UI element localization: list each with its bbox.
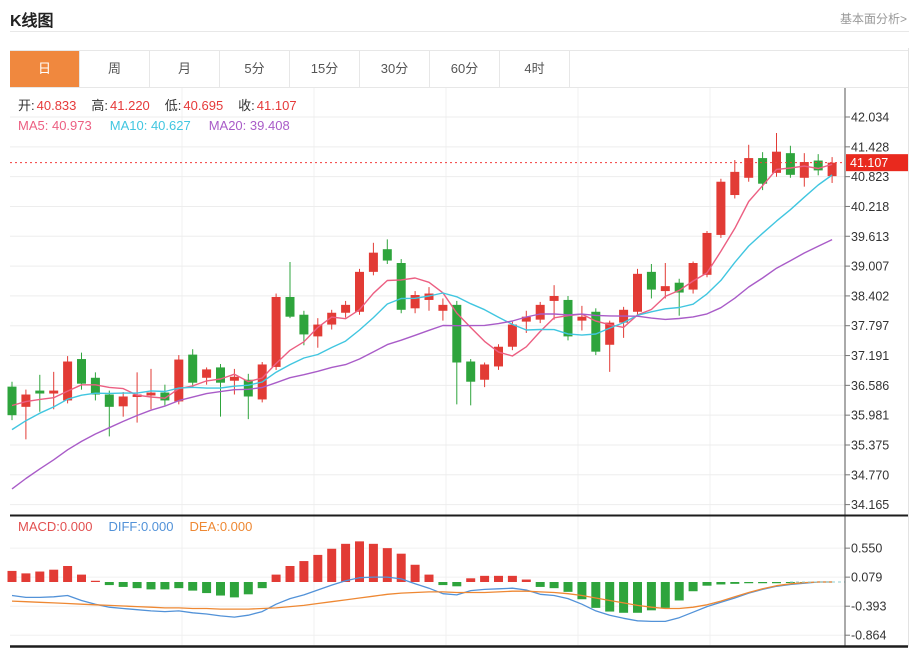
svg-text:41.428: 41.428 [851,140,889,154]
svg-text:37.797: 37.797 [851,319,889,333]
diff-line [11,576,833,623]
tab-4hour[interactable]: 4时 [500,51,570,87]
ma20-value: MA20: 39.408 [208,118,290,133]
svg-text:41.107: 41.107 [850,156,888,170]
svg-text:36.586: 36.586 [851,379,889,393]
svg-text:-0.393: -0.393 [851,600,886,614]
page-title: K线图 [10,13,54,30]
tab-week[interactable]: 周 [80,51,150,87]
high-value: 41.220 [110,98,150,113]
ma5-line [11,163,833,407]
svg-text:34.165: 34.165 [851,498,889,512]
tab-5min[interactable]: 5分 [220,51,290,87]
svg-text:37.191: 37.191 [851,349,889,363]
ma5-value: MA5: 40.973 [18,118,92,133]
macd-value: MACD:0.000 [18,519,93,534]
ma-info: MA5: 40.973 MA10: 40.627 MA20: 39.408 [18,118,308,133]
svg-text:0.079: 0.079 [851,571,882,585]
header-divider [10,31,909,32]
ma20-line [11,238,833,490]
svg-text:39.613: 39.613 [851,230,889,244]
macd-group [7,541,845,623]
svg-text:40.218: 40.218 [851,200,889,214]
svg-text:0.550: 0.550 [851,542,882,556]
svg-text:42.034: 42.034 [851,111,889,125]
open-value: 40.833 [36,98,77,113]
macd-info: MACD:0.000 DIFF:0.000 DEA:0.000 [18,519,268,534]
svg-text:35.981: 35.981 [851,409,889,423]
tab-30min[interactable]: 30分 [360,51,430,87]
current-price-badge: 41.107 [846,154,908,172]
fundamental-analysis-link[interactable]: 基本面分析> [839,12,907,26]
period-tabs: 日 周 月 5分 15分 30分 60分 4时 [10,50,908,88]
close-value: 41.107 [256,98,297,113]
close-label: 收: [238,98,255,113]
dea-value: DEA:0.000 [189,519,253,534]
tab-15min[interactable]: 15分 [290,51,360,87]
high-label: 高: [91,98,109,113]
svg-text:34.770: 34.770 [851,468,889,482]
grid-lines [10,88,845,645]
diff-value: DIFF:0.000 [108,519,174,534]
tab-month[interactable]: 月 [150,51,220,87]
open-label: 开: [18,98,35,113]
svg-text:35.375: 35.375 [851,439,889,453]
ma10-line [11,174,833,431]
chart-frame [10,48,909,648]
low-value: 40.695 [183,98,224,113]
tab-60min[interactable]: 60分 [430,51,500,87]
svg-text:38.402: 38.402 [851,289,889,303]
main-chart-group [7,132,845,490]
dea-line [11,581,833,610]
tab-day[interactable]: 日 [10,51,80,87]
low-label: 低: [164,98,182,113]
ohlc-info: 开: 40.833 高: 41.220 低: 40.695 收: 41.107 [18,95,312,114]
ma10-value: MA10: 40.627 [109,118,191,133]
axis-labels: 42.034 41.428 40.823 40.218 39.613 39.007 38.4… [845,111,889,643]
svg-text:39.007: 39.007 [851,260,889,274]
svg-text:-0.864: -0.864 [851,629,886,643]
svg-text:40.823: 40.823 [851,170,889,184]
